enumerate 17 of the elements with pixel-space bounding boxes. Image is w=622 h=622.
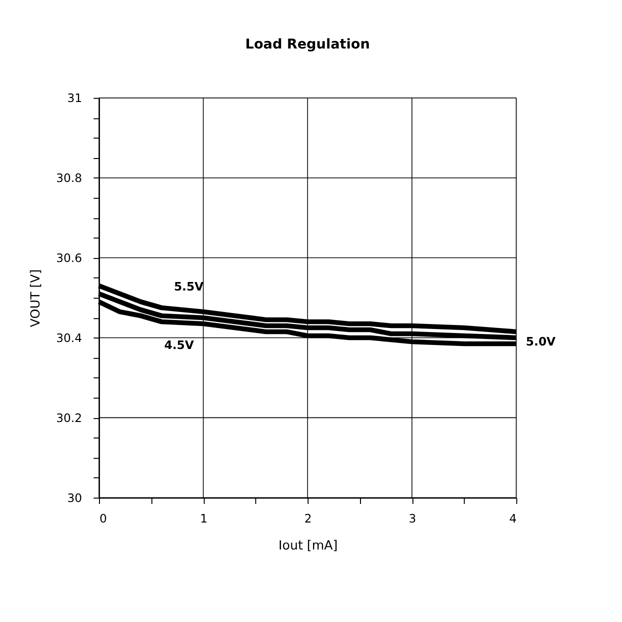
y-tick-label: 30.2 — [56, 411, 82, 426]
x-tick-label: 3 — [408, 511, 416, 526]
y-tick-label: 30.6 — [56, 251, 82, 266]
x-axis-title: Iout [mA] — [278, 538, 338, 553]
series-label: 5.5V — [174, 279, 204, 294]
y-axis-title: VOUT [V] — [28, 269, 43, 328]
y-tick-label: 30.4 — [56, 331, 82, 346]
x-tick-label: 4 — [509, 511, 517, 526]
y-tick-label: 31 — [67, 91, 82, 106]
x-tick-label: 1 — [200, 511, 208, 526]
series-label: 4.5V — [164, 338, 194, 352]
chart-title: Load Regulation — [245, 36, 370, 52]
y-tick-label: 30.8 — [56, 171, 82, 186]
x-tick-label: 2 — [304, 511, 312, 526]
series-label: 5.0V — [526, 334, 556, 349]
y-tick-label: 30 — [67, 491, 82, 506]
x-tick-label: 0 — [99, 511, 107, 526]
